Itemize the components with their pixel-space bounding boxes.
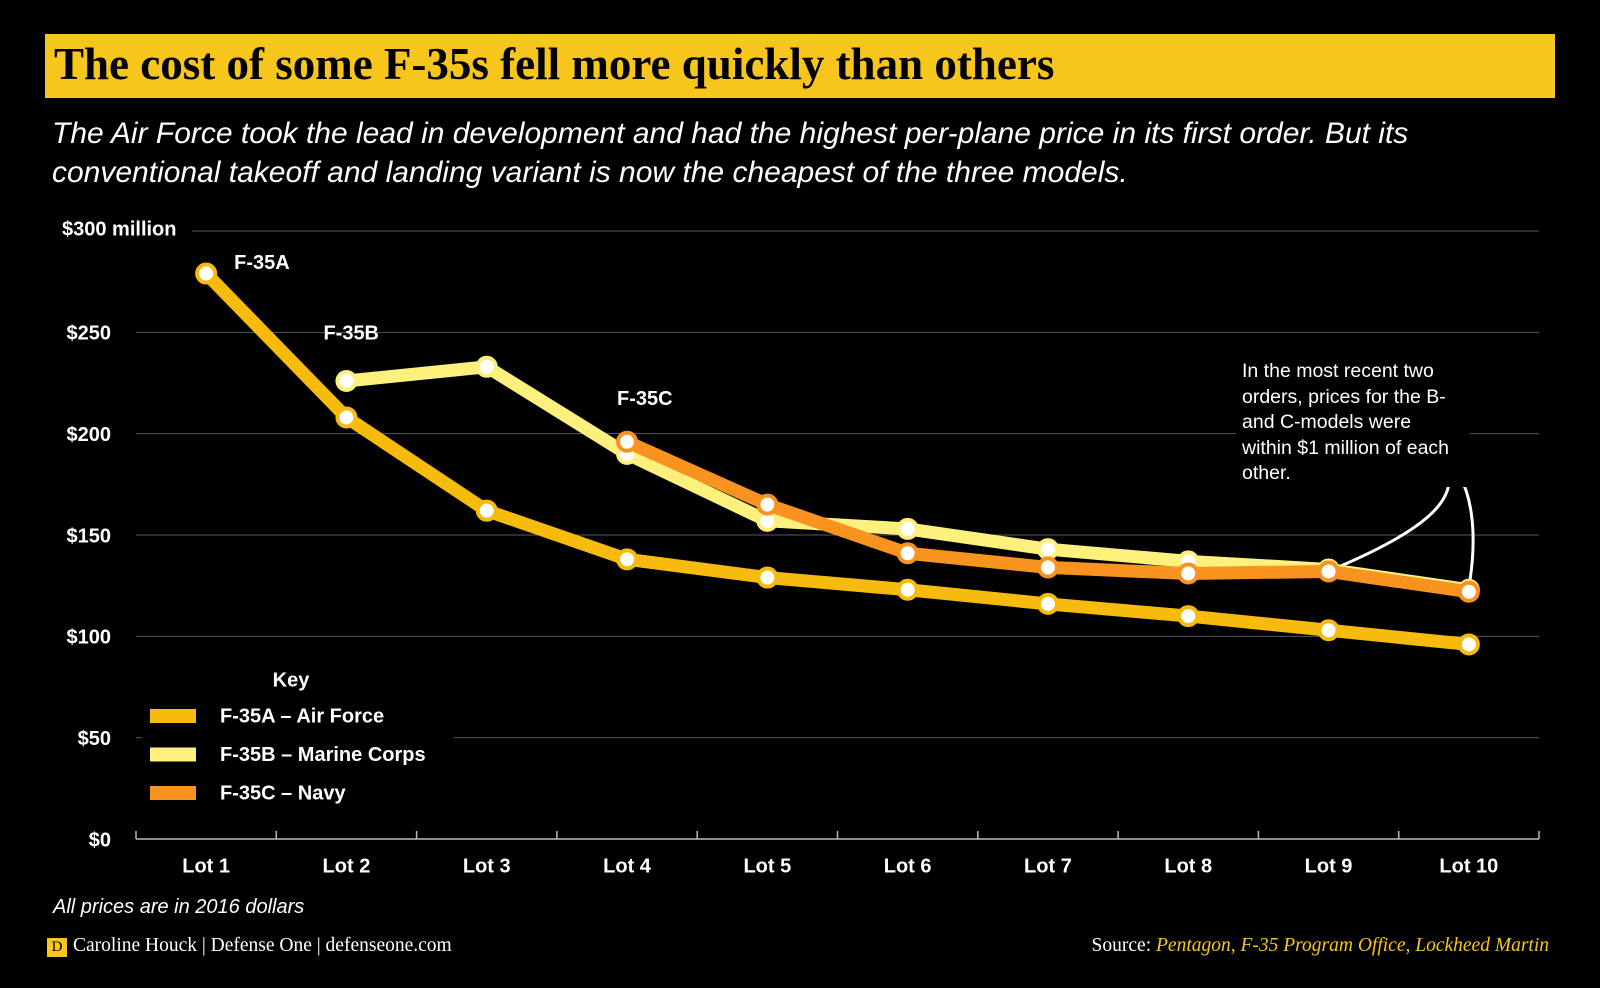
y-tick-label: $250 bbox=[67, 323, 112, 345]
legend-swatch bbox=[150, 786, 196, 800]
data-point bbox=[896, 517, 919, 540]
x-tick-label: Lot 2 bbox=[323, 855, 371, 877]
data-point bbox=[616, 548, 639, 571]
data-point bbox=[756, 566, 779, 589]
x-tick-label: Lot 7 bbox=[1024, 855, 1072, 877]
legend-label: F-35C – Navy bbox=[220, 782, 346, 804]
y-tick-label: $0 bbox=[89, 829, 111, 851]
x-tick-label: Lot 4 bbox=[603, 855, 652, 877]
x-tick-label: Lot 8 bbox=[1164, 855, 1212, 877]
y-tick-label: $300 million bbox=[62, 218, 177, 240]
data-point bbox=[1177, 605, 1200, 628]
data-point bbox=[756, 493, 779, 516]
series-label: F-35A bbox=[234, 252, 290, 274]
x-tick-label: Lot 10 bbox=[1439, 855, 1498, 877]
data-point bbox=[1457, 580, 1480, 603]
series-label: F-35C bbox=[617, 388, 673, 410]
x-tick-label: Lot 3 bbox=[463, 855, 511, 877]
data-point bbox=[1317, 560, 1340, 583]
x-tick-label: Lot 9 bbox=[1305, 855, 1353, 877]
data-point bbox=[335, 369, 358, 392]
chart-title: The cost of some F-35s fell more quickly… bbox=[54, 39, 1055, 89]
legend-swatch bbox=[150, 709, 196, 723]
legend-label: F-35B – Marine Corps bbox=[220, 744, 426, 766]
source: Source: Pentagon, F-35 Program Office, L… bbox=[1092, 935, 1549, 957]
data-point bbox=[1036, 556, 1059, 579]
legend-title: Key bbox=[273, 669, 311, 691]
data-point bbox=[896, 578, 919, 601]
series-label: F-35B bbox=[323, 322, 379, 344]
y-tick-label: $100 bbox=[67, 627, 112, 649]
annotation: In the most recent two orders, prices fo… bbox=[1236, 359, 1470, 487]
data-point bbox=[1036, 592, 1059, 615]
title-bar: The cost of some F-35s fell more quickly… bbox=[45, 34, 1555, 98]
source-label: Source: bbox=[1091, 935, 1152, 956]
data-point bbox=[195, 262, 218, 285]
logo: D bbox=[47, 938, 67, 957]
data-point bbox=[1457, 633, 1480, 656]
data-point bbox=[896, 542, 919, 565]
x-tick-label: Lot 1 bbox=[182, 855, 230, 877]
data-point bbox=[335, 406, 358, 429]
data-point bbox=[616, 430, 639, 453]
x-tick-label: Lot 5 bbox=[743, 855, 791, 877]
legend-label: F-35A – Air Force bbox=[220, 705, 384, 727]
data-point bbox=[1317, 619, 1340, 642]
data-point bbox=[1177, 562, 1200, 585]
y-tick-label: $50 bbox=[78, 728, 111, 750]
byline: Caroline Houck | Defense One | defenseon… bbox=[73, 935, 452, 956]
legend-swatch bbox=[150, 747, 196, 762]
chart-subtitle: The Air Force took the lead in developme… bbox=[52, 117, 1409, 189]
data-point bbox=[475, 355, 498, 378]
data-point bbox=[475, 499, 498, 522]
y-tick-label: $150 bbox=[67, 525, 112, 547]
series-line bbox=[199, 267, 1476, 651]
y-tick-label: $200 bbox=[67, 424, 112, 446]
x-tick-label: Lot 6 bbox=[884, 855, 932, 877]
source-text: Pentagon, F-35 Program Office, Lockheed … bbox=[1156, 935, 1549, 956]
data-point bbox=[1036, 538, 1059, 561]
note: All prices are in 2016 dollars bbox=[53, 896, 305, 918]
